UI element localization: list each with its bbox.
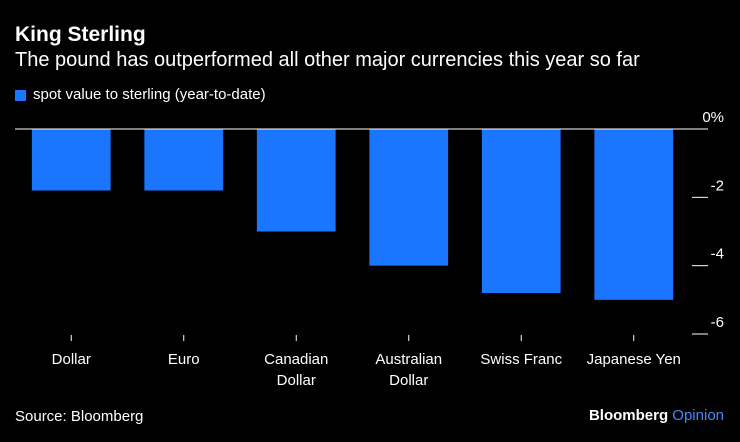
y-axis-ticks: 0% -2 -4 -6 — [692, 109, 724, 335]
bar — [481, 129, 561, 293]
legend-label: spot value to sterling (year-to-date) — [33, 86, 266, 103]
brand-main: Bloomberg — [588, 407, 669, 424]
bars-layer — [31, 129, 674, 300]
chart-subtitle: The pound has outperformed all other maj… — [15, 49, 640, 71]
x-tick-label: Australian Dollar — [375, 351, 442, 389]
y-tick-label: -6 — [711, 314, 724, 331]
bar — [256, 129, 336, 232]
x-tick-label-line: Canadian — [264, 351, 328, 368]
x-tick-label-line: Australian — [375, 351, 442, 368]
x-tick-label: Canadian Dollar — [264, 351, 328, 389]
legend-swatch — [15, 89, 26, 101]
x-axis-ticks: Dollar Euro Canadian Dollar Australian Dollar… — [52, 335, 681, 389]
x-tick-label-line: Dollar — [52, 351, 91, 368]
brand-accent: Opinion — [672, 407, 724, 424]
source-note: Source: Bloomberg — [15, 408, 144, 425]
x-tick-label: Japanese Yen — [587, 351, 681, 368]
x-tick-label-line: Japanese Yen — [587, 351, 681, 368]
x-tick-label-line: Dollar — [389, 372, 428, 389]
bar — [31, 129, 111, 191]
x-tick-label-line: Dollar — [277, 372, 316, 389]
chart-title: King Sterling — [15, 23, 146, 46]
bar-chart: 0%-2-4-6 Dollar Euro Canadian DollarAustral… — [15, 109, 724, 389]
y-tick-label: -4 — [711, 246, 724, 263]
x-tick-label: Dollar — [52, 351, 91, 368]
x-tick-label-line: Euro — [168, 351, 200, 368]
x-tick-label: Swiss Franc — [480, 351, 562, 368]
y-tick-label: 0% — [702, 109, 724, 126]
bar — [144, 129, 224, 191]
x-tick-label-line: Swiss Franc — [480, 351, 562, 368]
bar — [594, 129, 674, 300]
bar — [369, 129, 449, 266]
x-tick-label: Euro — [168, 351, 200, 368]
legend: spot value to sterling (year-to-date) — [15, 86, 266, 104]
brand-logo: Bloomberg Opinion — [589, 407, 724, 425]
y-tick-label: -2 — [711, 177, 724, 194]
